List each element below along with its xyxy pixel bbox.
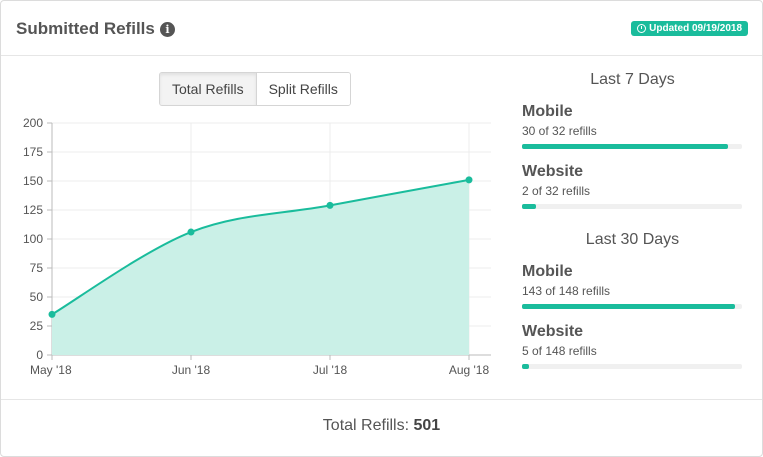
tab-total-refills[interactable]: Total Refills bbox=[160, 73, 257, 105]
y-tick-label: 25 bbox=[30, 319, 44, 333]
last7-website-stat: Website 2 of 32 refills bbox=[522, 163, 743, 209]
clock-icon bbox=[637, 24, 647, 33]
last30-mobile-stat: Mobile 143 of 148 refills bbox=[522, 263, 743, 309]
progress-fill bbox=[522, 364, 530, 369]
updated-badge: Updated 09/19/2018 bbox=[631, 21, 748, 36]
y-tick-label: 50 bbox=[30, 290, 44, 304]
stat-detail: 143 of 148 refills bbox=[522, 284, 611, 298]
series-area bbox=[52, 179, 469, 355]
data-point bbox=[326, 201, 334, 209]
y-tick-label: 150 bbox=[23, 174, 43, 188]
y-tick-label: 75 bbox=[30, 261, 44, 275]
progress-track bbox=[522, 204, 742, 209]
refills-area-chart: 0 25 50 75 100 125 150 175 200 May '18 Jun '18 Jul … bbox=[23, 116, 491, 377]
stat-name: Website bbox=[522, 163, 584, 180]
stat-name: Mobile bbox=[522, 263, 573, 280]
tab-split-refills[interactable]: Split Refills bbox=[256, 73, 350, 105]
y-tick-label: 200 bbox=[23, 116, 43, 130]
progress-track bbox=[522, 364, 742, 369]
data-point bbox=[48, 310, 56, 318]
chart-tabs: Total Refills Split Refills bbox=[159, 72, 351, 106]
x-tick-label: May '18 bbox=[30, 363, 72, 377]
stat-name: Mobile bbox=[522, 103, 573, 120]
last30-website-stat: Website 5 of 148 refills bbox=[522, 323, 743, 369]
card-title: Submitted Refills bbox=[16, 19, 155, 38]
stat-detail: 30 of 32 refills bbox=[522, 124, 597, 138]
last-30-days-title: Last 30 Days bbox=[585, 231, 680, 248]
total-refills-label: Total Refills: bbox=[322, 417, 410, 434]
progress-track bbox=[522, 304, 742, 309]
stat-detail: 2 of 32 refills bbox=[522, 184, 591, 198]
y-tick-label: 0 bbox=[36, 348, 43, 362]
progress-track bbox=[522, 144, 742, 149]
y-tick-label: 175 bbox=[23, 145, 43, 159]
data-point bbox=[465, 176, 473, 184]
series-line bbox=[51, 178, 470, 316]
stat-name: Website bbox=[522, 323, 584, 340]
refill-breakdown-panel: Last 7 Days Mobile 30 of 32 refills Webs… bbox=[522, 71, 743, 369]
data-point bbox=[187, 228, 195, 236]
card-header: Submitted Refills i Updated 09/19/2018 bbox=[1, 1, 762, 56]
y-tick-label: 125 bbox=[23, 203, 43, 217]
progress-fill bbox=[522, 204, 536, 209]
last7-mobile-stat: Mobile 30 of 32 refills bbox=[522, 103, 743, 149]
progress-fill bbox=[522, 144, 729, 149]
last-7-days-title: Last 7 Days bbox=[590, 71, 675, 88]
x-tick-label: Jul '18 bbox=[313, 363, 348, 377]
updated-label: Updated 09/19/2018 bbox=[649, 23, 742, 34]
x-tick-label: Aug '18 bbox=[449, 363, 490, 377]
x-tick-label: Jun '18 bbox=[172, 363, 211, 377]
total-refills-footer: Total Refills: 501 bbox=[1, 399, 762, 457]
info-icon[interactable]: i bbox=[160, 22, 175, 37]
y-tick-label: 100 bbox=[23, 232, 43, 246]
total-refills-value: 501 bbox=[413, 417, 441, 434]
stat-detail: 5 of 148 refills bbox=[522, 344, 597, 358]
progress-fill bbox=[522, 304, 735, 309]
